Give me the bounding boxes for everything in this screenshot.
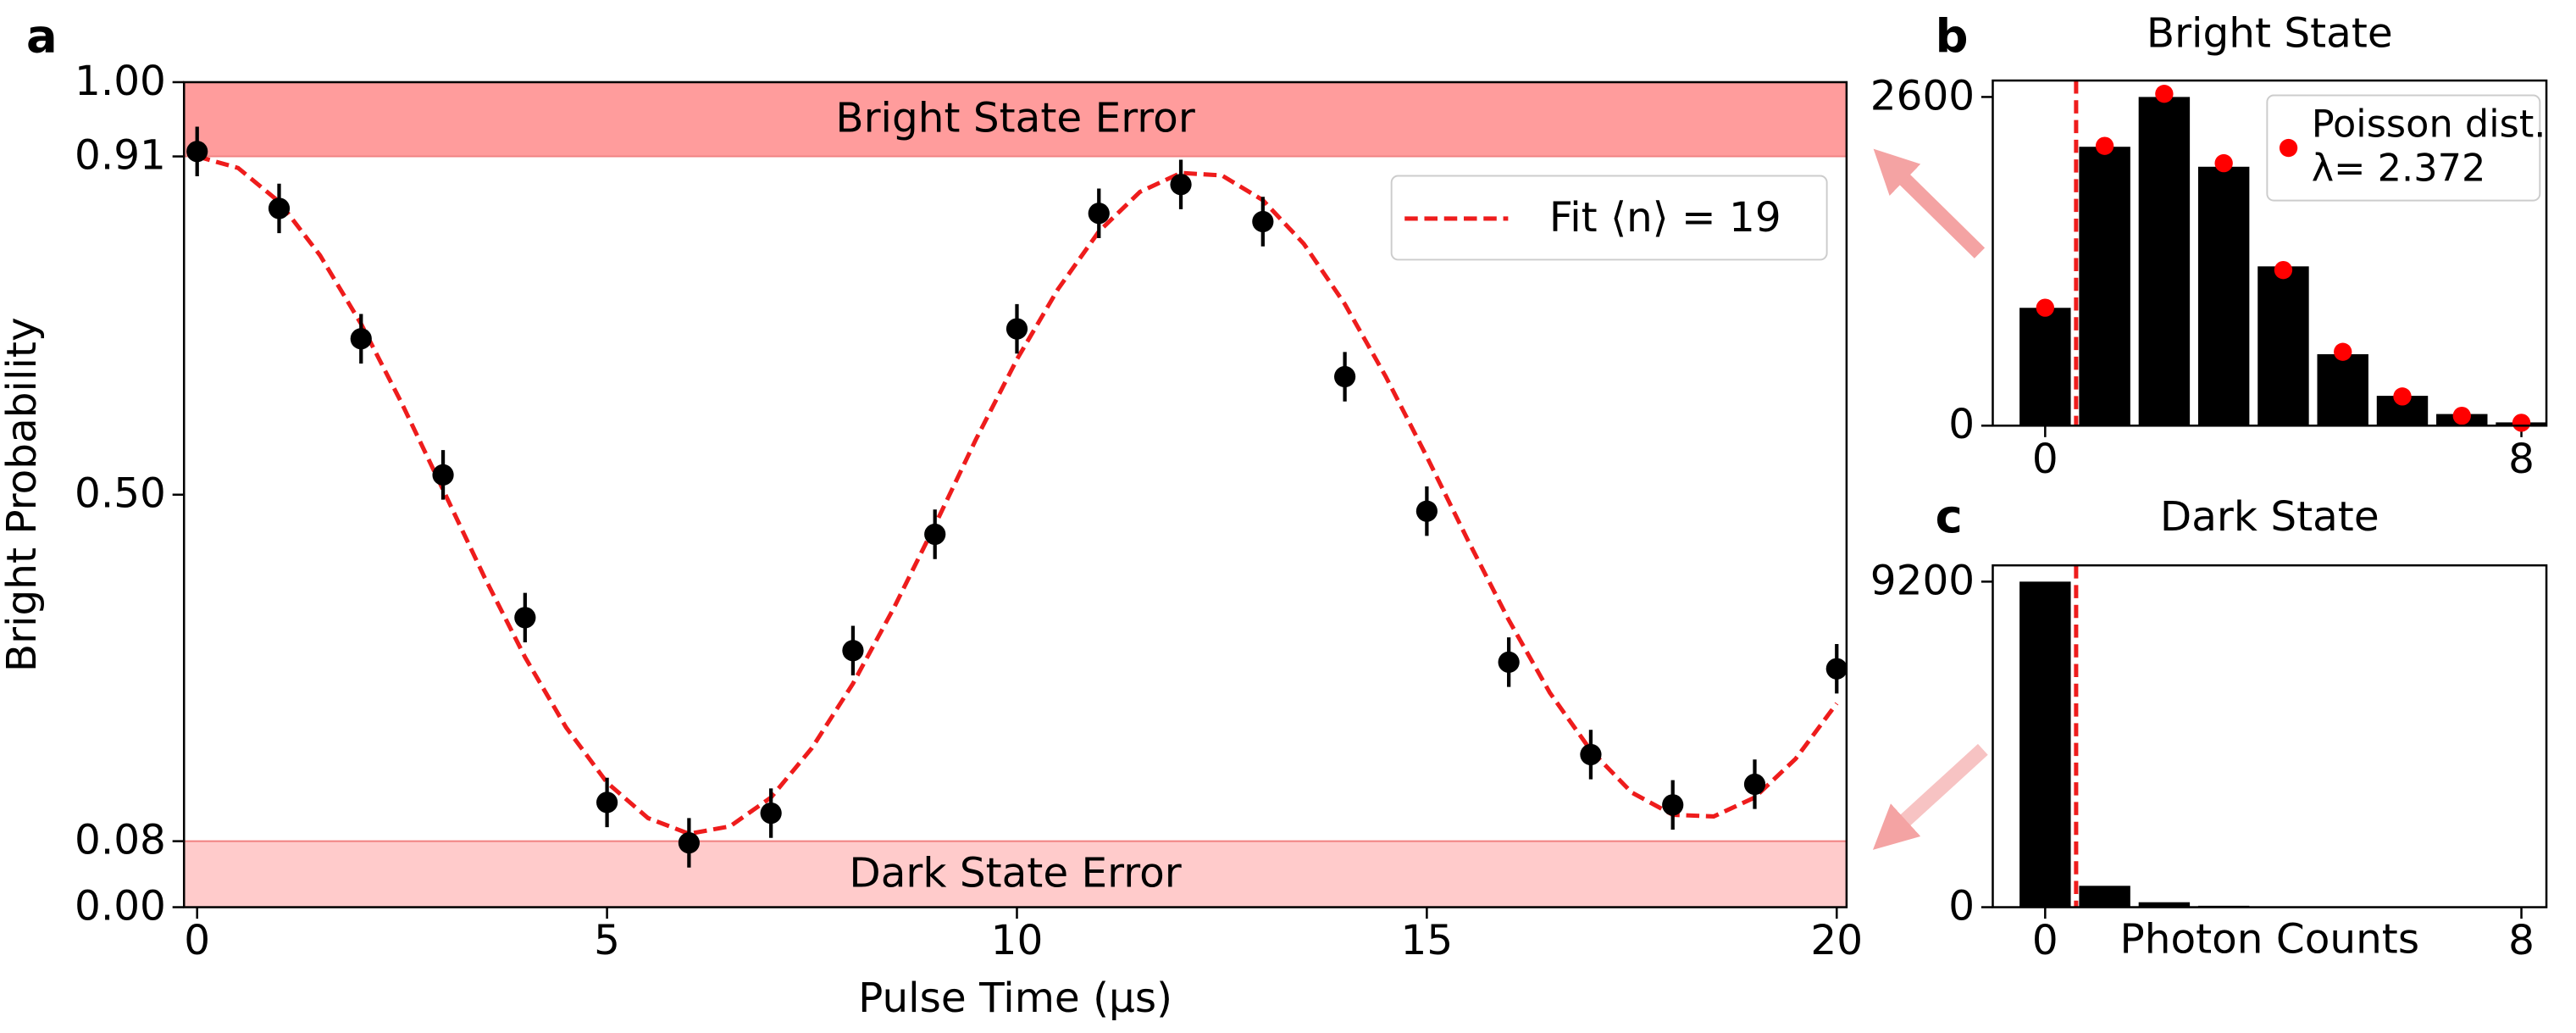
- data-point: [1005, 318, 1028, 340]
- x-tick-label: 0: [184, 917, 210, 964]
- x-tick-label: 0: [2032, 436, 2058, 483]
- y-axis-label: Bright Probability: [0, 317, 46, 672]
- arrow: [1873, 148, 1986, 258]
- poisson-point: [2393, 387, 2412, 406]
- legend-annotation: λ= 2.372: [2312, 147, 2486, 191]
- data-point: [760, 802, 782, 825]
- chart-title: Bright State: [2147, 10, 2393, 58]
- y-tick-label: 0: [1948, 401, 1975, 448]
- y-tick-label: 0: [1948, 882, 1975, 930]
- poisson-point: [2274, 260, 2293, 280]
- poisson-point: [2095, 136, 2114, 155]
- fit-line: [197, 154, 1839, 836]
- data-point: [1252, 210, 1274, 233]
- x-tick-label: 15: [1401, 917, 1454, 964]
- x-tick-label: 0: [2032, 917, 2058, 964]
- data-point: [1415, 500, 1438, 522]
- data-point: [1743, 773, 1766, 796]
- data-point: [842, 640, 864, 662]
- data-point: [1088, 203, 1110, 225]
- region-label: Dark State Error: [849, 850, 1181, 897]
- legend-swatch: [2279, 138, 2298, 158]
- bar: [2079, 147, 2130, 426]
- data-point: [1334, 365, 1356, 388]
- legend-label: Fit ⟨n⟩ = 19: [1549, 194, 1781, 242]
- data-point: [514, 607, 536, 629]
- data-point: [1662, 794, 1684, 816]
- poisson-point: [2036, 298, 2055, 317]
- y-tick-label: 2600: [1870, 72, 1975, 119]
- bar: [2257, 266, 2309, 426]
- y-tick-label: 9200: [1870, 557, 1975, 604]
- x-tick-label: 8: [2508, 917, 2534, 964]
- data-point: [1170, 174, 1192, 196]
- legend-box: [2266, 94, 2541, 202]
- bar: [2019, 581, 2071, 908]
- x-tick-label: 20: [1810, 917, 1863, 964]
- data-point: [678, 831, 700, 854]
- data-point: [1825, 658, 1848, 680]
- bar: [2019, 308, 2071, 426]
- plot-area: [2019, 81, 2547, 426]
- x-tick-label: 8: [2508, 436, 2534, 483]
- data-point: [924, 523, 946, 546]
- x-tick-label: 10: [991, 917, 1044, 964]
- y-tick-label: 0.50: [75, 470, 166, 518]
- bar: [2197, 166, 2250, 426]
- bar: [2138, 97, 2191, 426]
- data-point: [1580, 743, 1602, 766]
- region-label: Bright State Error: [835, 95, 1194, 142]
- panel-label: c: [1936, 490, 1963, 543]
- plot-area: [184, 81, 1847, 908]
- error-region: [184, 81, 1847, 157]
- poisson-point: [2512, 414, 2531, 432]
- legend-box: [1390, 175, 1828, 261]
- data-point: [350, 328, 372, 350]
- chart-title: Dark State: [2160, 493, 2379, 541]
- panel-label: b: [1936, 10, 1969, 64]
- y-tick-label: 1.00: [75, 58, 166, 105]
- legend-label: Poisson dist.: [2312, 102, 2546, 146]
- poisson-point: [2214, 153, 2233, 173]
- data-point: [1498, 651, 1520, 673]
- bar: [2138, 902, 2191, 908]
- y-tick-label: 0.00: [75, 882, 166, 930]
- bar: [2079, 886, 2130, 908]
- poisson-point: [2452, 406, 2471, 425]
- bar: [2317, 354, 2368, 426]
- arrow: [1872, 743, 1988, 850]
- x-axis-label: Photon Counts: [2119, 915, 2419, 963]
- error-region: [184, 841, 1847, 908]
- poisson-point: [2155, 85, 2174, 103]
- axes-frame: [182, 81, 1848, 908]
- data-point: [186, 141, 208, 163]
- plot-area: [2019, 565, 2547, 908]
- x-axis-label: Pulse Time (μs): [858, 975, 1172, 1022]
- y-tick-label: 0.91: [75, 132, 166, 180]
- axes-frame: [1992, 564, 2548, 908]
- x-tick-label: 5: [594, 917, 620, 964]
- panel-label: a: [26, 10, 58, 64]
- axes-frame: [1992, 79, 2548, 427]
- data-point: [268, 197, 291, 219]
- y-tick-label: 0.08: [75, 817, 166, 864]
- poisson-point: [2334, 342, 2352, 361]
- data-point: [432, 464, 454, 486]
- data-point: [596, 791, 618, 814]
